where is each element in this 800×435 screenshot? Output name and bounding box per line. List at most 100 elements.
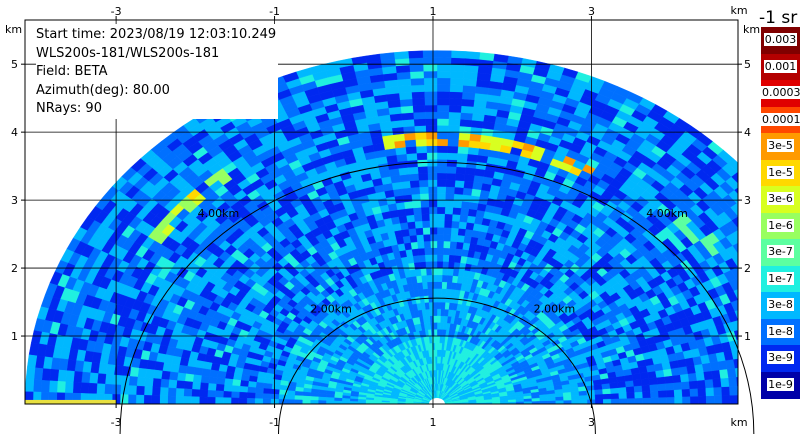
range-bin	[416, 241, 425, 249]
range-bin	[302, 399, 311, 404]
range-bin	[412, 104, 426, 113]
range-bin	[427, 165, 438, 174]
range-bin	[436, 138, 448, 147]
range-bin	[395, 64, 411, 74]
range-bin	[441, 267, 449, 276]
range-bin	[436, 328, 441, 337]
range-bin	[412, 111, 426, 120]
range-bin	[720, 377, 730, 388]
range-bin	[728, 376, 738, 387]
range-bin	[468, 201, 479, 211]
range-bin	[423, 240, 431, 249]
range-bin	[634, 397, 644, 404]
colorbar-label: 1e-6	[767, 218, 794, 232]
range-bin	[426, 281, 433, 289]
range-bin	[333, 397, 343, 402]
range-bin	[417, 172, 429, 181]
range-bin	[642, 390, 651, 399]
range-bin	[459, 118, 472, 128]
range-bin	[448, 104, 462, 113]
range-bin	[464, 51, 481, 60]
range-bin	[423, 84, 438, 92]
range-bin	[641, 384, 651, 392]
range-bin	[462, 85, 477, 94]
range-bin	[48, 380, 58, 393]
range-bin	[446, 274, 453, 283]
range-bin	[430, 261, 438, 269]
range-bin	[736, 171, 738, 174]
range-bin	[444, 302, 450, 310]
range-bin	[32, 379, 43, 393]
range-bin	[436, 227, 445, 235]
range-bin	[247, 381, 257, 388]
range-bin	[733, 358, 738, 369]
range-bin	[467, 146, 480, 156]
range-bin	[433, 328, 438, 337]
range-bin	[436, 363, 439, 371]
range-bin	[712, 378, 722, 388]
range-bin	[746, 248, 759, 261]
range-bin	[436, 193, 446, 201]
range-bin	[436, 63, 452, 72]
range-bin	[680, 381, 691, 390]
range-bin	[40, 380, 50, 393]
range-bin	[442, 254, 450, 262]
range-bin	[294, 390, 304, 397]
range-bin	[223, 384, 233, 392]
range-bin	[449, 77, 464, 86]
range-bin	[246, 392, 256, 399]
range-ring-label-left: 2.00km	[310, 302, 352, 315]
range-bin	[478, 52, 495, 62]
range-bin	[424, 254, 432, 262]
range-bin	[88, 382, 98, 395]
range-bin	[571, 395, 580, 401]
range-bin	[650, 390, 659, 398]
range-bin	[423, 247, 432, 256]
range-bin	[439, 329, 444, 337]
range-bin	[206, 396, 216, 404]
range-bin	[424, 104, 438, 113]
range-bin	[430, 254, 438, 262]
range-bin	[263, 382, 273, 390]
range-bin	[394, 195, 405, 204]
range-bin	[167, 395, 176, 404]
range-bin	[127, 394, 137, 404]
range-bin	[739, 238, 752, 251]
range-bin	[433, 322, 438, 330]
range-ring-label-right: 4.00km	[646, 207, 688, 220]
range-bin	[415, 138, 427, 147]
range-bin	[455, 241, 464, 250]
range-bin	[192, 374, 202, 383]
range-bin	[445, 186, 455, 195]
range-bin	[411, 200, 422, 209]
range-bin	[451, 275, 459, 284]
range-bin	[746, 395, 754, 405]
range-ring-label-right: 2.00km	[534, 302, 576, 315]
range-bin	[740, 181, 755, 195]
range-bin	[425, 125, 438, 133]
range-bin	[463, 71, 478, 80]
range-bin	[705, 395, 715, 404]
range-bin	[409, 234, 418, 243]
range-bin	[457, 146, 469, 155]
range-bin	[395, 153, 408, 162]
colorbar-label: 3e-7	[767, 245, 794, 258]
y-unit-right: km	[743, 23, 760, 36]
range-bin	[104, 373, 115, 385]
range-bin	[286, 394, 295, 400]
range-bin	[745, 208, 759, 221]
range-bin	[456, 152, 468, 161]
range-bin	[461, 91, 476, 101]
range-bin	[464, 173, 475, 183]
range-bin	[626, 391, 636, 399]
range-bin	[396, 208, 407, 217]
range-bin	[440, 308, 445, 317]
colorbar-cell: 3e-8	[761, 292, 800, 319]
range-bin	[670, 367, 681, 376]
colorbar-cell: 1e-8	[761, 318, 800, 346]
range-bin	[426, 274, 433, 283]
instrument-text: WLS200s-181/WLS200s-181	[36, 45, 220, 61]
range-bin	[230, 397, 240, 404]
range-bin	[461, 98, 475, 107]
